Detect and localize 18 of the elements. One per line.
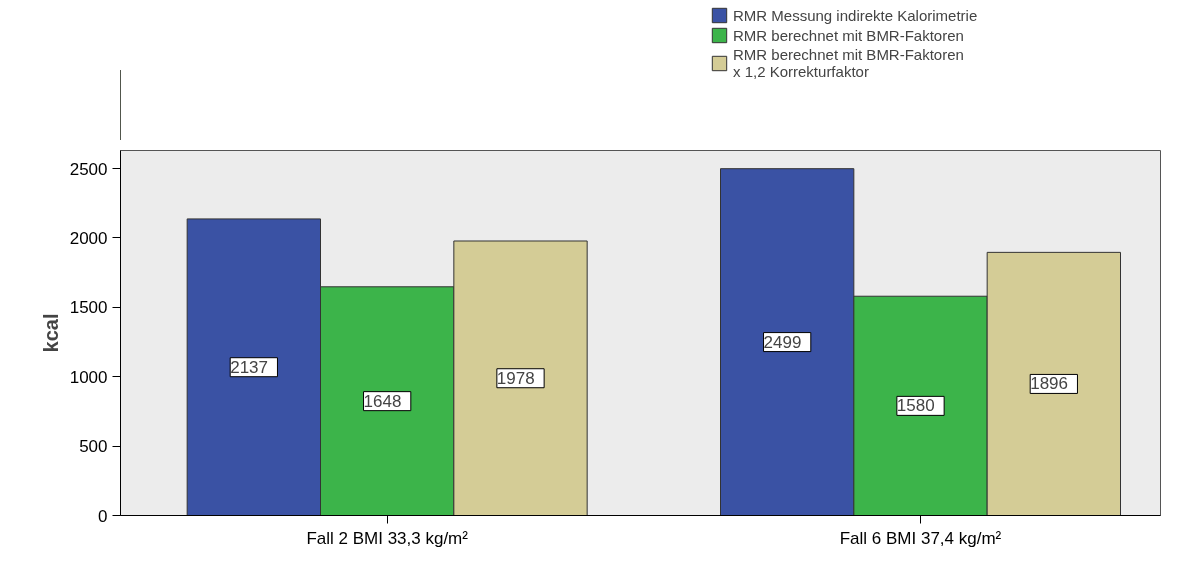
data-label: 1580 (896, 396, 935, 416)
legend-label: RMR berechnet mit BMR-Faktoren (733, 26, 964, 44)
x-tick-label: Fall 6 BMI 37,4 kg/m² (839, 528, 1002, 548)
data-label: 1648 (363, 391, 402, 411)
data-label: 1896 (1030, 374, 1069, 394)
y-tick-label: 1500 (69, 298, 108, 318)
data-label: 2137 (230, 357, 269, 377)
y-axis-title: kcal (39, 313, 62, 353)
y-tick-label: 0 (98, 506, 108, 526)
y-tick-label: 2000 (69, 228, 108, 248)
data-label: 2499 (763, 332, 802, 352)
y-tick-label: 500 (79, 437, 108, 457)
legend-label: RMR Messung indirekte Kalorimetrie (733, 6, 978, 24)
y-tick-label: 1000 (69, 367, 108, 387)
x-tick-label: Fall 2 BMI 33,3 kg/m² (306, 528, 469, 548)
legend-label: RMR berechnet mit BMR-Faktoren x 1,2 Korrekturfaktor (733, 46, 964, 80)
y-tick-label: 2500 (69, 159, 108, 179)
data-label: 1978 (496, 368, 535, 388)
